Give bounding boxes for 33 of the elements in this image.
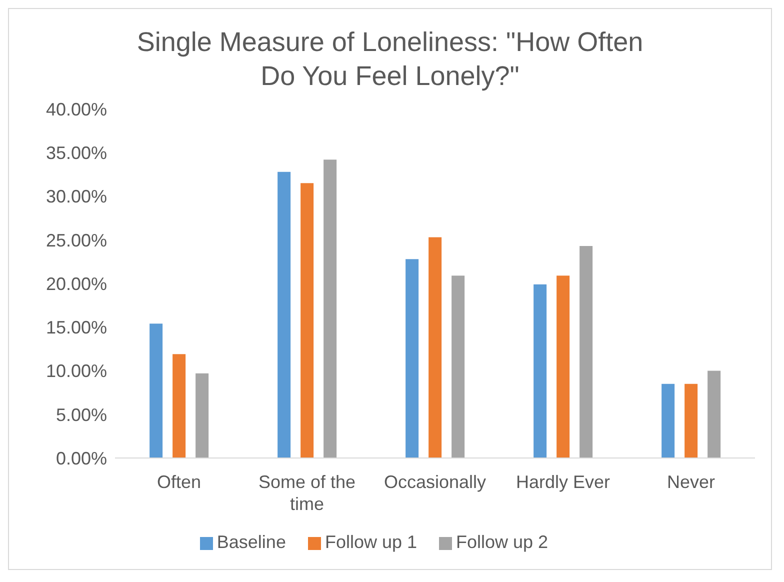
- bar: [172, 354, 186, 458]
- bar: [534, 284, 547, 458]
- bar: [556, 276, 570, 458]
- bar: [662, 384, 675, 458]
- bar: [196, 373, 209, 458]
- x-tick-label: Hardly Ever: [516, 472, 610, 492]
- bar: [580, 246, 593, 458]
- chart-title: Single Measure of Loneliness: "How Often Do You Feel Lonely?": [136, 26, 644, 93]
- bar: [324, 160, 337, 458]
- y-tick-label: 40.00%: [46, 99, 107, 120]
- y-tick-label: 25.00%: [46, 230, 107, 250]
- bar: [428, 237, 442, 458]
- bar: [150, 324, 163, 458]
- bar: [452, 276, 465, 458]
- x-tick-label: Often: [156, 472, 202, 492]
- y-tick-label: 5.00%: [56, 404, 107, 425]
- x-tick-label: Occasionally: [384, 472, 486, 492]
- y-tick-label: 10.00%: [46, 361, 107, 382]
- bar: [278, 172, 291, 458]
- y-tick-label: 30.00%: [46, 186, 107, 207]
- legend-label: Follow up 2: [456, 532, 548, 552]
- bar: [708, 370, 721, 458]
- x-tick-label: Some of the time: [258, 472, 356, 514]
- legend-label: Follow up 1: [324, 532, 418, 552]
- bar: [684, 384, 698, 458]
- bar: [300, 183, 314, 458]
- y-tick-label: 0.00%: [56, 448, 107, 468]
- legend-label: Baseline: [216, 532, 286, 552]
- y-tick-label: 20.00%: [46, 274, 107, 294]
- y-tick-label: 35.00%: [46, 143, 107, 164]
- bar: [406, 259, 419, 458]
- y-tick-label: 15.00%: [46, 318, 107, 338]
- x-tick-label: Never: [666, 472, 716, 492]
